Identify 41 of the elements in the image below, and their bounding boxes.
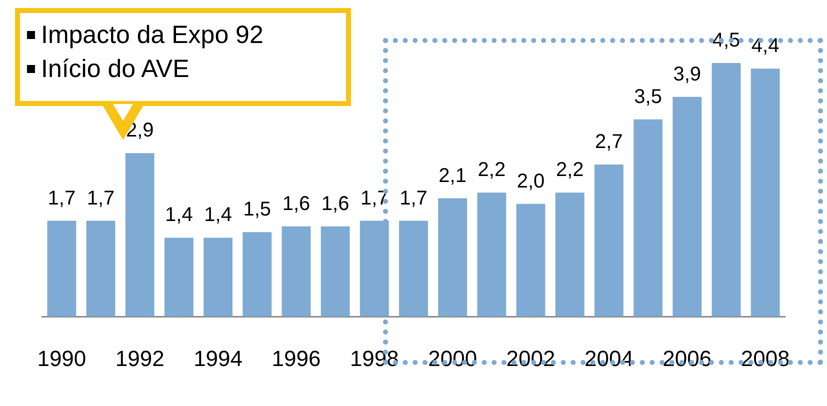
data-label: 3,5: [634, 86, 662, 108]
data-label: 1,7: [48, 187, 76, 210]
bar: [399, 220, 428, 317]
bar: [86, 220, 116, 317]
data-label: 1,7: [86, 187, 115, 210]
bar: [360, 220, 389, 317]
data-label: 4,4: [751, 35, 780, 58]
x-tick-label: 2002: [506, 346, 556, 371]
bar: [204, 238, 233, 317]
annotation: Início do AVE: [41, 54, 190, 85]
bar: [594, 164, 624, 317]
data-label: 1,4: [165, 204, 193, 226]
bar: [516, 204, 546, 317]
data-label: 1,6: [282, 192, 310, 215]
data-label: 1,4: [204, 204, 232, 226]
data-label: 2,7: [595, 130, 623, 153]
bar: [242, 232, 272, 317]
bar: [164, 238, 194, 317]
data-label: 1,5: [243, 198, 272, 221]
data-label: 1,7: [400, 187, 428, 210]
bar: [672, 96, 702, 317]
data-label: 2,0: [516, 170, 545, 192]
bar: [282, 226, 311, 317]
bar: [477, 192, 506, 317]
x-tick-label: 1992: [115, 346, 164, 371]
bar: [555, 192, 584, 317]
data-label: 1,6: [321, 192, 350, 215]
bar: [750, 68, 780, 317]
data-label: 2,2: [478, 159, 506, 182]
bar: [634, 119, 663, 317]
data-label: 2,2: [556, 159, 584, 182]
x-tick-label: 1990: [37, 346, 86, 371]
x-tick-label: 1996: [272, 346, 321, 371]
bar: [438, 198, 468, 317]
x-tick-label: 1994: [194, 346, 243, 371]
bar: [712, 63, 741, 317]
data-label: 2,1: [438, 164, 466, 187]
bar: [320, 226, 350, 317]
bar: [47, 220, 76, 317]
data-label: 3,9: [673, 63, 702, 86]
bar: [125, 153, 154, 317]
